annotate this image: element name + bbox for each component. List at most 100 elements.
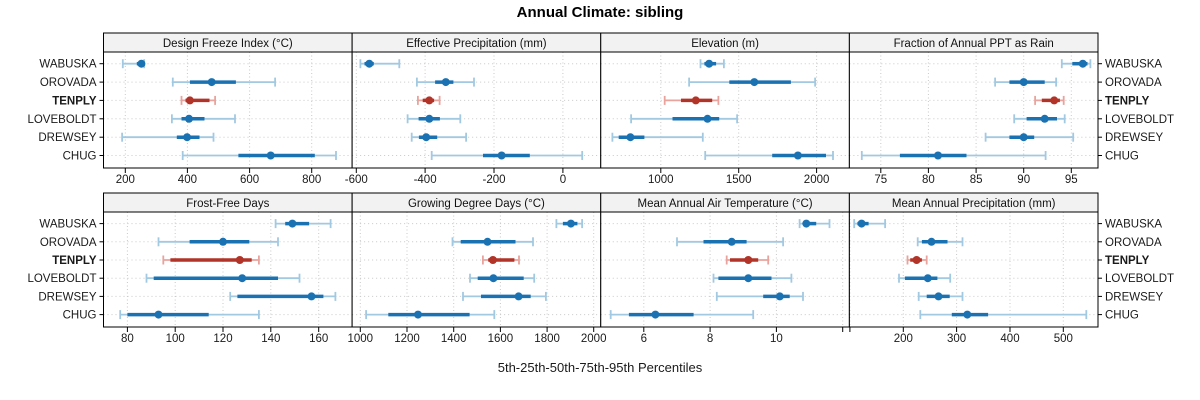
station-label-left-loveboldt: LOVEBOLDT (27, 273, 96, 285)
station-label-right-chug: CHUG (1105, 151, 1139, 163)
x-tick-label: 95 (1065, 174, 1078, 186)
x-tick-label: 100 (166, 333, 185, 345)
panel-border (848, 211, 1099, 328)
percentile-glyph-orovada (157, 237, 279, 247)
panel-frost-free-days: Frost-Free Days 80 100 120 140 160 (103, 192, 353, 345)
x-tick-label: 140 (261, 333, 280, 345)
percentile-glyph-drewsey (984, 132, 1075, 142)
x-tick-label: -600 (345, 174, 368, 186)
percentile-glyph-tenply (162, 255, 260, 265)
median-dot (705, 59, 714, 68)
median-dot (154, 310, 163, 319)
percentile-glyph-drewsey (229, 291, 337, 301)
x-tick-label: 500 (1054, 333, 1073, 345)
strip-title: Mean Annual Precipitation (mm) (892, 198, 1056, 210)
median-dot (266, 151, 275, 160)
median-dot (235, 256, 244, 264)
station-label-left-chug: CHUG (63, 310, 97, 322)
strip-title: Design Freeze Index (°C) (163, 38, 293, 50)
median-dot (185, 114, 193, 123)
x-tick-label: 200 (894, 333, 913, 345)
median-dot (489, 274, 498, 283)
strip-title: Mean Annual Air Temperature (°C) (638, 198, 813, 210)
percentile-glyph-tenply (663, 95, 720, 105)
station-label-left-drewsey: DREWSEY (38, 291, 96, 303)
percentile-glyph-drewsey (462, 291, 547, 301)
station-label-right-orovada: OROVADA (1105, 77, 1162, 89)
median-dot (1019, 133, 1028, 142)
x-tick-label: 200 (116, 174, 135, 186)
x-tick-label: 600 (240, 174, 259, 186)
station-label-left-tenply: TENPLY (52, 255, 97, 267)
percentile-glyph-tenply (180, 95, 217, 105)
percentile-glyph-chug (119, 310, 260, 320)
panel-design-freeze-index-c: Design Freeze Index (°C) 200 400 600 800 (103, 32, 353, 186)
median-dot (207, 78, 216, 87)
station-label-left-orovada: OROVADA (40, 77, 97, 89)
percentile-glyph-loveboldt (898, 273, 952, 283)
percentile-glyph-loveboldt (469, 273, 536, 283)
x-tick-label: 400 (178, 174, 197, 186)
median-dot (497, 151, 506, 160)
station-label-right-loveboldt: LOVEBOLDT (1105, 273, 1174, 285)
percentile-glyph-loveboldt (630, 114, 738, 124)
median-dot (793, 151, 802, 160)
x-tick-label: 75 (874, 174, 887, 186)
percentile-glyph-wabuska (359, 59, 401, 69)
median-dot (219, 237, 227, 246)
x-tick-label: 1000 (348, 333, 374, 345)
strip-title: Elevation (m) (691, 38, 759, 50)
percentile-glyph-drewsey (715, 291, 804, 301)
median-dot (934, 151, 942, 160)
percentile-glyph-chug (181, 151, 337, 160)
median-dot (927, 237, 936, 246)
percentile-glyph-loveboldt (145, 273, 301, 283)
percentile-glyph-chug (919, 310, 1088, 320)
x-tick-label: -400 (414, 174, 437, 186)
percentile-glyph-wabuska (853, 219, 886, 229)
x-tick-label: 2000 (804, 174, 830, 186)
station-label-right-tenply: TENPLY (1105, 95, 1150, 107)
x-tick-label: 1400 (441, 333, 467, 345)
percentile-glyph-drewsey (410, 132, 468, 142)
percentile-glyph-orovada (994, 77, 1057, 87)
median-dot (1019, 78, 1028, 87)
percentile-glyph-orovada (415, 77, 475, 87)
percentile-glyph-wabuska (555, 219, 583, 229)
percentile-glyph-chug (430, 151, 584, 160)
x-tick-label: -200 (482, 174, 505, 186)
percentile-glyph-orovada (916, 237, 964, 247)
median-dot (691, 96, 700, 105)
median-dot (744, 256, 753, 264)
station-label-left-chug: CHUG (63, 151, 97, 163)
x-tick-label: 2000 (581, 333, 607, 345)
median-dot (185, 96, 194, 105)
median-dot (1040, 114, 1049, 123)
median-dot (1078, 59, 1087, 68)
median-dot (566, 219, 575, 228)
percentile-glyph-loveboldt (406, 114, 462, 124)
percentile-glyph-drewsey (917, 291, 964, 301)
station-label-right-orovada: OROVADA (1105, 237, 1162, 249)
x-tick-label: 160 (309, 333, 328, 345)
median-dot (912, 256, 921, 264)
median-dot (365, 59, 374, 68)
panel-effective-precipitation-mm: Effective Precipitation (mm) -600 -400 -200… (345, 32, 602, 186)
median-dot (288, 219, 297, 228)
station-label-left-wabuska: WABUSKA (39, 59, 96, 71)
median-dot (414, 310, 422, 319)
median-dot (425, 114, 434, 123)
percentile-glyph-tenply (416, 95, 441, 105)
x-tick-label: 1000 (648, 174, 674, 186)
median-dot (750, 78, 759, 87)
station-label-left-drewsey: DREWSEY (38, 132, 96, 144)
percentile-glyph-orovada (451, 237, 534, 247)
x-tick-label: 120 (213, 333, 232, 345)
strip-title: Fraction of Annual PPT as Rain (894, 38, 1054, 50)
station-label-right-drewsey: DREWSEY (1105, 291, 1163, 303)
x-tick-label: 1800 (534, 333, 560, 345)
median-dot (651, 310, 660, 319)
percentile-glyph-loveboldt (712, 273, 793, 283)
percentile-glyph-wabuska (798, 219, 831, 229)
